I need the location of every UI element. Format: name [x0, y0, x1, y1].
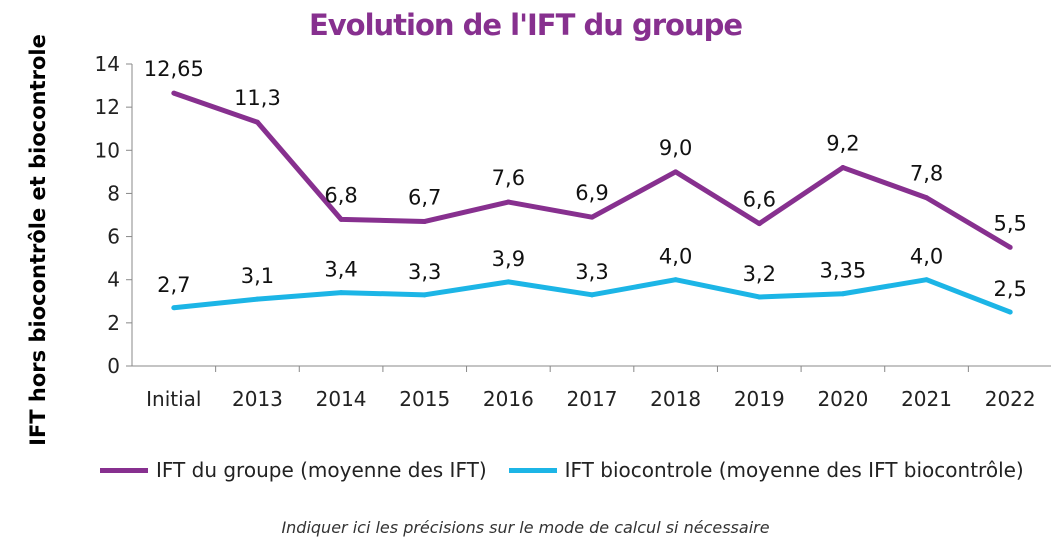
x-tick-label: 2020	[817, 387, 868, 411]
x-tick-label: 2022	[985, 387, 1036, 411]
legend-label: IFT du groupe (moyenne des IFT)	[156, 458, 487, 482]
data-point	[505, 279, 511, 285]
y-tick-label: 12	[95, 95, 120, 119]
data-label: 6,8	[324, 183, 357, 207]
data-label: 2,7	[157, 273, 190, 297]
data-point	[171, 90, 177, 96]
data-point	[756, 221, 762, 227]
data-label: 7,8	[910, 162, 943, 186]
y-tick-label: 8	[107, 181, 120, 205]
y-tick-label: 10	[95, 138, 120, 162]
x-tick-label: 2017	[567, 387, 618, 411]
data-point	[840, 165, 846, 171]
chart-title: Evolution de l'IFT du groupe	[308, 8, 743, 42]
data-point	[840, 291, 846, 297]
data-label: 9,2	[826, 132, 859, 156]
y-tick-label: 4	[107, 268, 120, 292]
data-point	[1007, 244, 1013, 250]
data-label: 3,4	[324, 258, 357, 282]
legend-item: IFT du groupe (moyenne des IFT)	[100, 458, 487, 482]
data-point	[254, 296, 260, 302]
data-point	[338, 216, 344, 222]
x-tick-label: 2018	[650, 387, 701, 411]
legend-swatch	[508, 467, 557, 473]
data-label: 3,3	[575, 260, 608, 284]
x-tick-label: Initial	[146, 387, 201, 411]
data-point	[756, 294, 762, 300]
y-tick-label: 0	[107, 354, 120, 378]
y-tick-label: 2	[107, 311, 120, 335]
y-tick-label: 6	[107, 225, 120, 249]
data-point	[171, 305, 177, 311]
data-label: 6,9	[575, 181, 608, 205]
data-label: 7,6	[492, 166, 525, 190]
legend-item: IFT biocontrole (moyenne des IFT biocont…	[508, 458, 1024, 482]
data-label: 6,7	[408, 185, 441, 209]
data-label: 2,5	[993, 277, 1026, 301]
x-tick-label: 2014	[316, 387, 367, 411]
data-label: 3,2	[743, 262, 776, 286]
data-point	[673, 169, 679, 175]
y-tick-label: 14	[95, 52, 120, 76]
data-label: 4,0	[910, 245, 943, 269]
data-label: 12,65	[144, 57, 204, 81]
x-tick-label: 2016	[483, 387, 534, 411]
data-point	[924, 277, 930, 283]
footnote: Indiquer ici les précisions sur le mode …	[281, 518, 770, 537]
data-point	[924, 195, 930, 201]
data-point	[589, 214, 595, 220]
data-label: 4,0	[659, 245, 692, 269]
data-point	[422, 292, 428, 298]
x-tick-label: 2013	[232, 387, 283, 411]
data-label: 3,3	[408, 260, 441, 284]
legend-swatch	[100, 467, 148, 473]
x-tick-label: 2021	[901, 387, 952, 411]
data-point	[589, 292, 595, 298]
data-point	[505, 199, 511, 205]
data-label: 3,35	[820, 259, 867, 283]
data-label: 11,3	[234, 86, 281, 110]
data-label: 9,0	[659, 136, 692, 160]
data-label: 3,1	[241, 264, 274, 288]
x-tick-label: 2019	[734, 387, 785, 411]
data-label: 5,5	[993, 211, 1026, 235]
series-line	[172, 90, 1012, 250]
legend: IFT du groupe (moyenne des IFT) IFT bioc…	[100, 458, 1046, 482]
x-tick-label: 2015	[399, 387, 450, 411]
data-label: 6,6	[743, 188, 776, 212]
legend-label: IFT biocontrole (moyenne des IFT biocont…	[564, 458, 1024, 482]
data-label: 3,9	[492, 247, 525, 271]
data-point	[338, 290, 344, 296]
data-point	[673, 277, 679, 283]
data-point	[1007, 309, 1013, 315]
data-point	[422, 218, 428, 224]
data-point	[254, 119, 260, 125]
